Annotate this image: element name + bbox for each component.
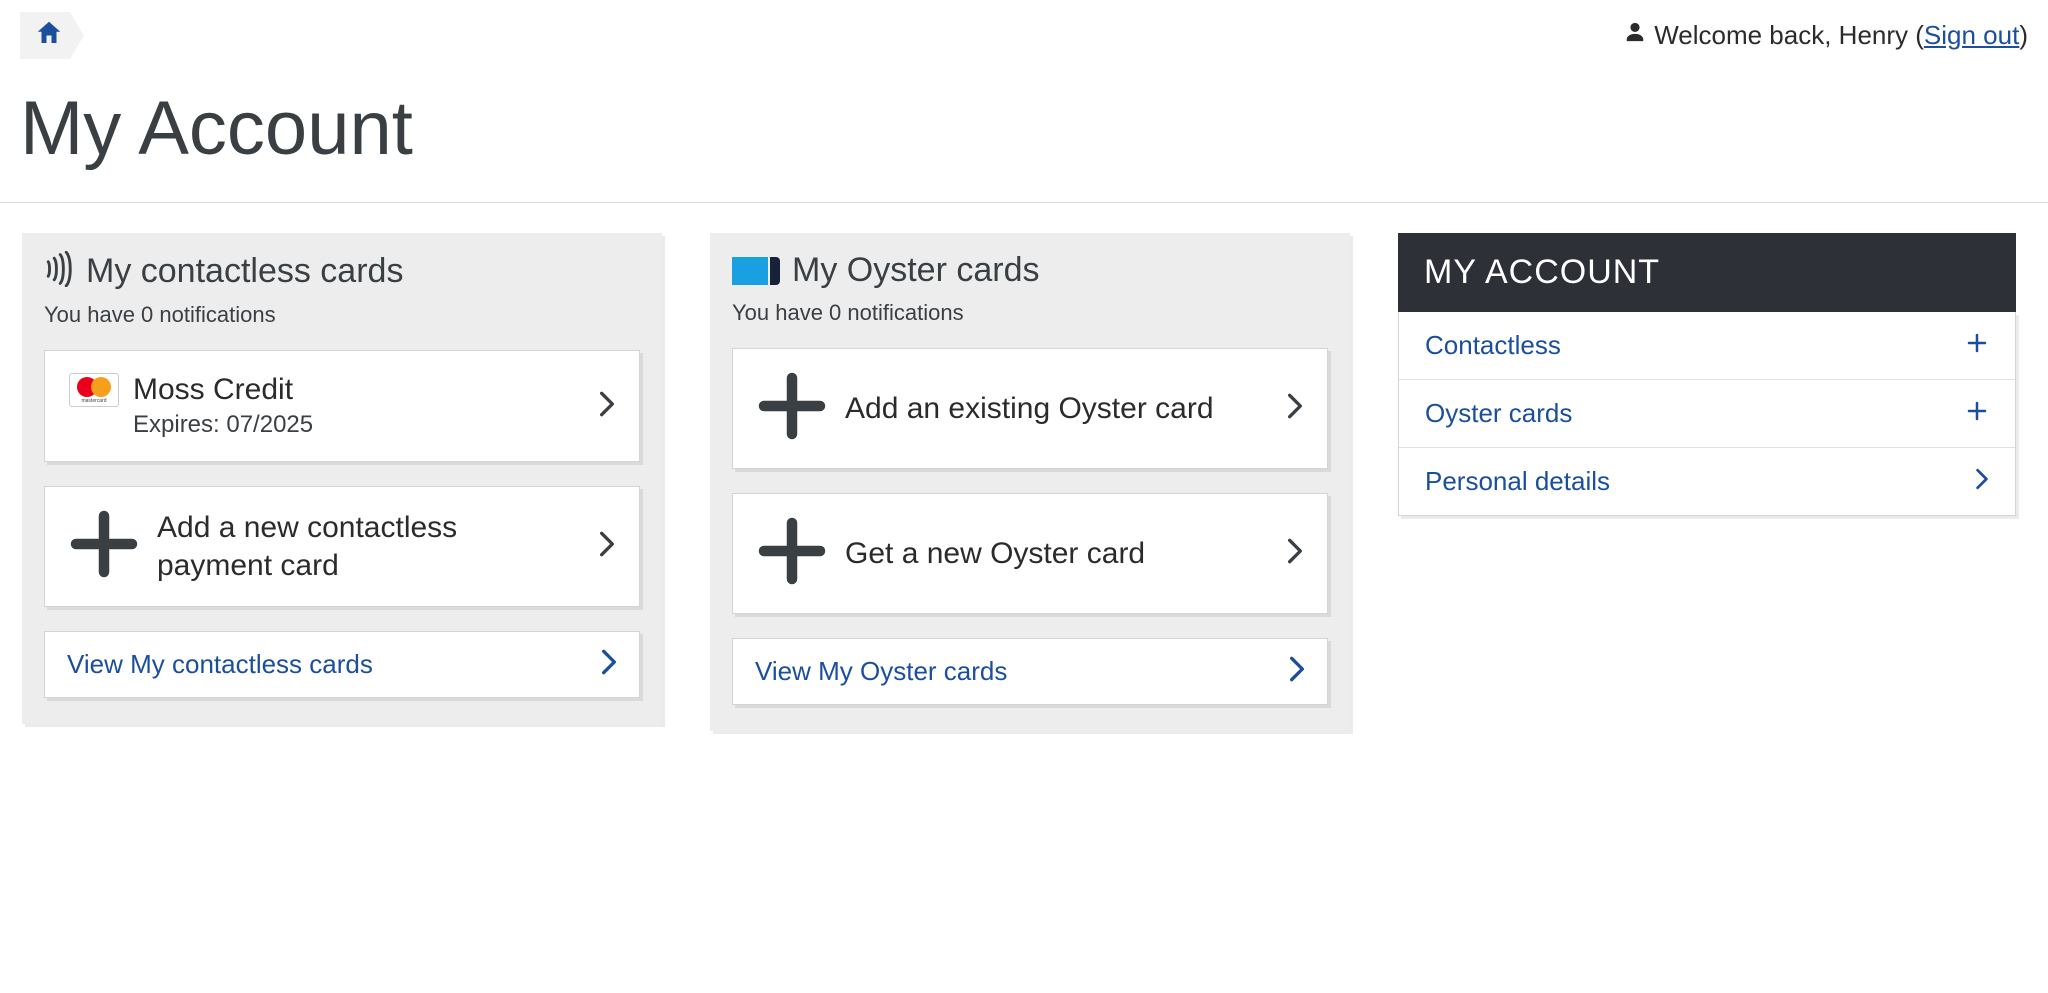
oyster-icon bbox=[732, 257, 780, 285]
sidebar-item-label: Personal details bbox=[1425, 466, 1610, 497]
plus-icon bbox=[757, 516, 827, 591]
contactless-title: My contactless cards bbox=[86, 252, 403, 291]
sidebar-item-contactless[interactable]: Contactless bbox=[1399, 312, 2015, 379]
sidebar-item-oyster[interactable]: Oyster cards bbox=[1399, 379, 2015, 447]
welcome-block: Welcome back, Henry (Sign out) bbox=[1624, 19, 2028, 52]
welcome-prefix: Welcome back, bbox=[1654, 20, 1838, 50]
oyster-panel-header: My Oyster cards bbox=[732, 251, 1328, 290]
contactless-card-tile[interactable]: mastercard Moss Credit Expires: 07/2025 bbox=[44, 350, 640, 462]
view-contactless-label: View My contactless cards bbox=[67, 649, 373, 680]
page-title: My Account bbox=[0, 67, 2048, 203]
card-info: mastercard Moss Credit Expires: 07/2025 bbox=[69, 373, 581, 439]
contactless-panel: My contactless cards You have 0 notifica… bbox=[22, 233, 662, 724]
oyster-notifications: You have 0 notifications bbox=[732, 300, 1328, 326]
get-new-oyster-label: Get a new Oyster card bbox=[845, 535, 1145, 573]
welcome-username: Henry bbox=[1839, 20, 1908, 50]
plus-icon bbox=[757, 371, 827, 446]
account-sidebar: MY ACCOUNT Contactless Oyster cards Pers… bbox=[1398, 233, 2016, 516]
plus-icon bbox=[1965, 399, 1989, 428]
chevron-right-icon bbox=[599, 390, 615, 423]
top-bar: Welcome back, Henry (Sign out) bbox=[0, 0, 2048, 67]
chevron-right-icon bbox=[1287, 537, 1303, 570]
sidebar-header: MY ACCOUNT bbox=[1398, 233, 2016, 312]
contactless-notifications: You have 0 notifications bbox=[44, 302, 640, 328]
main-content: My contactless cards You have 0 notifica… bbox=[0, 203, 2048, 761]
plus-icon bbox=[1965, 331, 1989, 360]
chevron-right-icon bbox=[1289, 655, 1305, 688]
sidebar-item-label: Contactless bbox=[1425, 330, 1561, 361]
add-existing-oyster-tile[interactable]: Add an existing Oyster card bbox=[732, 348, 1328, 469]
view-oyster-label: View My Oyster cards bbox=[755, 656, 1007, 687]
plus-icon bbox=[69, 509, 139, 584]
oyster-panel: My Oyster cards You have 0 notifications… bbox=[710, 233, 1350, 731]
chevron-right-icon bbox=[1975, 468, 1989, 495]
welcome-text: Welcome back, Henry (Sign out) bbox=[1654, 20, 2028, 51]
chevron-right-icon bbox=[1287, 392, 1303, 425]
add-contactless-tile[interactable]: Add a new contactless payment card bbox=[44, 486, 640, 607]
chevron-right-icon bbox=[599, 530, 615, 563]
contactless-panel-header: My contactless cards bbox=[44, 251, 640, 292]
chevron-right-icon bbox=[601, 648, 617, 681]
card-name: Moss Credit bbox=[133, 373, 313, 407]
mastercard-icon: mastercard bbox=[69, 373, 119, 407]
add-existing-oyster-label: Add an existing Oyster card bbox=[845, 390, 1214, 428]
sidebar-item-label: Oyster cards bbox=[1425, 398, 1572, 429]
view-oyster-link[interactable]: View My Oyster cards bbox=[732, 638, 1328, 705]
card-expiry: Expires: 07/2025 bbox=[133, 411, 313, 439]
sidebar-list: Contactless Oyster cards Personal detail… bbox=[1398, 312, 2016, 516]
breadcrumb-home[interactable] bbox=[20, 12, 84, 59]
home-icon bbox=[32, 18, 66, 53]
view-contactless-link[interactable]: View My contactless cards bbox=[44, 631, 640, 698]
get-new-oyster-tile[interactable]: Get a new Oyster card bbox=[732, 493, 1328, 614]
oyster-title: My Oyster cards bbox=[792, 251, 1039, 290]
contactless-icon bbox=[44, 251, 74, 292]
sign-out-link[interactable]: Sign out bbox=[1924, 20, 2019, 50]
add-contactless-label: Add a new contactless payment card bbox=[157, 509, 537, 584]
user-icon bbox=[1624, 19, 1646, 52]
sidebar-item-personal-details[interactable]: Personal details bbox=[1399, 447, 2015, 515]
